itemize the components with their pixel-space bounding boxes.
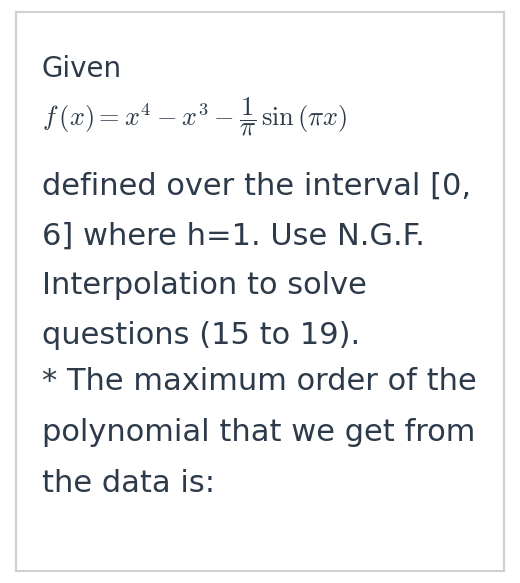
Text: the data is:: the data is: (42, 469, 215, 498)
Text: Interpolation to solve: Interpolation to solve (42, 271, 367, 300)
Text: * The maximum order of the: * The maximum order of the (42, 367, 476, 396)
Text: Given: Given (42, 55, 122, 83)
Text: 6] where h=1. Use N.G.F.: 6] where h=1. Use N.G.F. (42, 222, 424, 251)
Text: defined over the interval [0,: defined over the interval [0, (42, 172, 471, 201)
Text: $f\,(x) = x^4 - x^3 - \dfrac{1}{\pi}\,\mathrm{sin}\,(\pi x)$: $f\,(x) = x^4 - x^3 - \dfrac{1}{\pi}\,\m… (42, 96, 347, 138)
Text: polynomial that we get from: polynomial that we get from (42, 418, 475, 447)
Text: questions (15 to 19).: questions (15 to 19). (42, 321, 360, 350)
